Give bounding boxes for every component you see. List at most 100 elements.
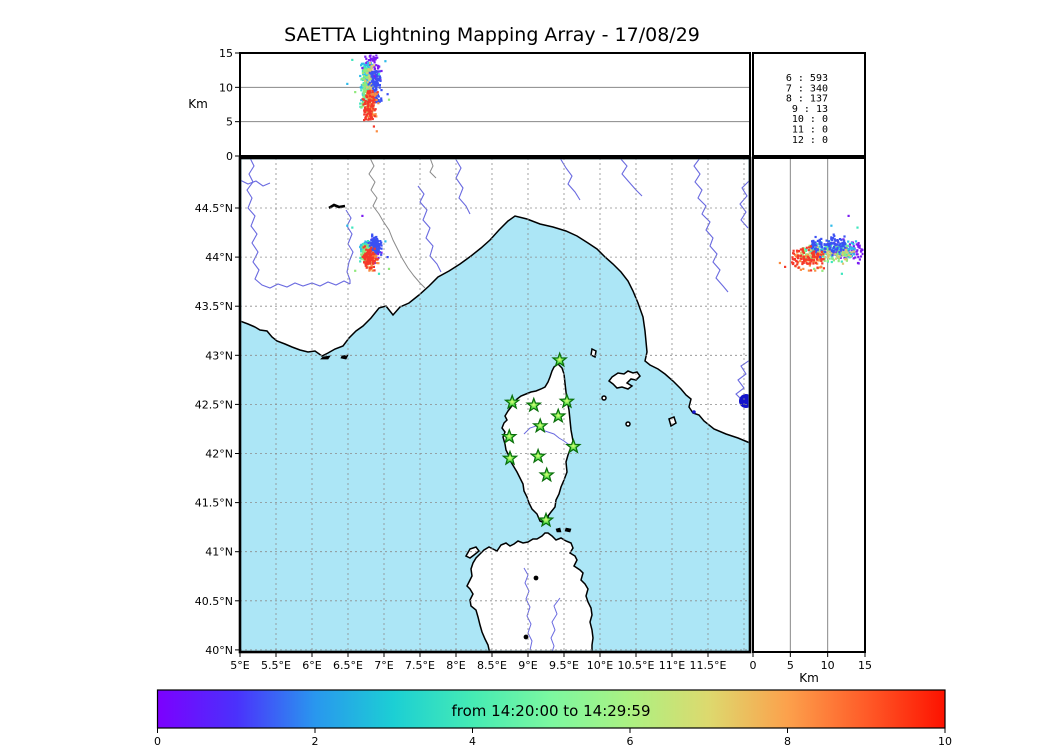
lma-station-star [538,466,556,483]
scatter-map-points [346,214,391,275]
montecristo-island [625,421,631,427]
lma-station-star [529,447,547,464]
map-lat-tick-label: 43.5°N [195,300,233,313]
stats-row: 6 : 593 [786,73,828,84]
lat-alt-panel-xlabel: Km [799,671,819,685]
map-lat-tick-label: 40°N [205,644,233,657]
lma-station-star [565,437,582,454]
map-content [241,159,749,651]
sardinia-coast [466,532,594,651]
lat-alt-tick-label: 5 [787,659,794,672]
river-durance [246,159,351,289]
colorbar-tick-label: 2 [312,735,319,748]
altitude-tick-label: 10 [219,81,233,94]
map-lat-tick-label: 44.5°N [195,202,233,215]
scatter-altitude-vs-longitude [346,54,391,133]
lma-station-star [531,417,549,434]
giglio-island [668,416,677,428]
river-ne [693,159,729,293]
altitude-tick-label: 15 [219,47,233,60]
lat-alt-panel-frame [752,157,866,653]
colorbar-label: from 14:20:00 to 14:29:59 [451,702,650,720]
map-frame [238,156,752,654]
hyeres-island [320,355,331,360]
lma-station-star [551,351,568,368]
map-lon-tick-label: 7.5°E [405,659,435,672]
map-lat-tick-label: 41.5°N [195,497,233,510]
altitude-panel-frame [239,52,751,157]
maddalena-islet [555,527,562,533]
stats-row: 9 : 13 [792,104,828,115]
altitude-tick-label: 5 [226,116,233,129]
river-sardinia-2 [550,597,561,651]
map-lon-tick-label: 8.5°E [477,659,507,672]
colorbar-tick-label: 4 [469,735,476,748]
border-alps-segment [429,159,437,179]
map-lon-tick-label: 5.5°E [261,659,291,672]
stats-row: 10 : 0 [792,114,828,125]
map-ticks [235,207,709,657]
lake-sardinia-1 [533,575,539,581]
lat-alt-panel-tick-labels: 0 5 10 15 [750,659,873,672]
lat-alt-panel-ticks [752,652,866,657]
lma-station-star [537,511,555,528]
altitude-panel-ylabel: Km [188,97,208,111]
altitude-panel-ticks [235,52,240,157]
mainland-coast [241,159,749,444]
lma-station-star [500,428,518,444]
map-lon-tick-label: 11°E [659,659,685,672]
lma-station-star [525,396,543,413]
pianosa-island [601,395,607,401]
river-right-edge [739,180,749,229]
colorbar-tick-label: 0 [154,735,161,748]
map-latitude-labels: 44.5°N 44°N 43.5°N 43°N 42.5°N 42°N 41.5°N 41°N… [195,202,233,657]
river-arno [735,360,749,401]
altitude-panel-tick-labels: 0 5 10 15 [219,47,233,163]
map-lon-tick-label: 5°E [230,659,249,672]
maddalena-islet-2 [564,527,572,533]
lake-sardinia-2 [523,634,529,640]
river-sardinia-1 [523,567,533,651]
map-lon-tick-label: 6.5°E [333,659,363,672]
scatter-latitude-vs-altitude [778,214,864,275]
elba-island [607,370,641,390]
map-lat-tick-label: 42.5°N [195,398,233,411]
map-longitude-labels: 5°E 5.5°E 6°E 6.5°E 7°E 7.5°E 8°E 8.5°E 9°E 9.5°E… [230,659,726,672]
river-durance-upper [345,209,354,284]
map-lat-tick-label: 42°N [205,448,233,461]
map-lon-tick-label: 9.5°E [549,659,579,672]
map-lon-tick-label: 6°E [302,659,321,672]
lma-station-star [503,393,521,410]
colorbar-tick-label: 6 [627,735,634,748]
map-lon-tick-label: 10.5°E [618,659,655,672]
river-var [417,185,442,273]
coastal-lagoon [692,410,696,414]
capraia-island [590,347,597,359]
map-lat-tick-label: 43°N [205,349,233,362]
stats-row: 11 : 0 [792,125,828,136]
lat-alt-tick-label: 0 [750,659,757,672]
river-upper-left [241,180,271,187]
asinara-island [464,546,481,559]
colorbar-tick-label: 8 [784,735,791,748]
map-lat-tick-label: 41°N [205,546,233,559]
map-lon-tick-label: 10°E [587,659,613,672]
river-po-trib-1 [455,159,471,215]
map-lon-tick-label: 9°E [518,659,537,672]
river-golo-corsica [523,425,572,447]
stats-box-frame [752,52,866,157]
lat-alt-tick-label: 15 [858,659,872,672]
figure-title: SAETTA Lightning Mapping Array - 17/08/2… [284,24,700,46]
colorbar-ticks [157,728,946,733]
stats-row: 7 : 340 [786,83,828,94]
colorbar-tick-label: 10 [938,735,952,748]
altitude-tick-label: 0 [226,150,233,163]
river-po-trib-2 [560,159,581,201]
stats-row: 12 : 0 [792,135,828,146]
river-po-trib-3 [620,159,643,197]
lma-station-star [558,392,576,409]
lake-serre-poncon [328,203,346,210]
border-france-italy [368,159,426,289]
map-lon-tick-label: 11.5°E [690,659,727,672]
map-lon-tick-label: 8°E [446,659,465,672]
